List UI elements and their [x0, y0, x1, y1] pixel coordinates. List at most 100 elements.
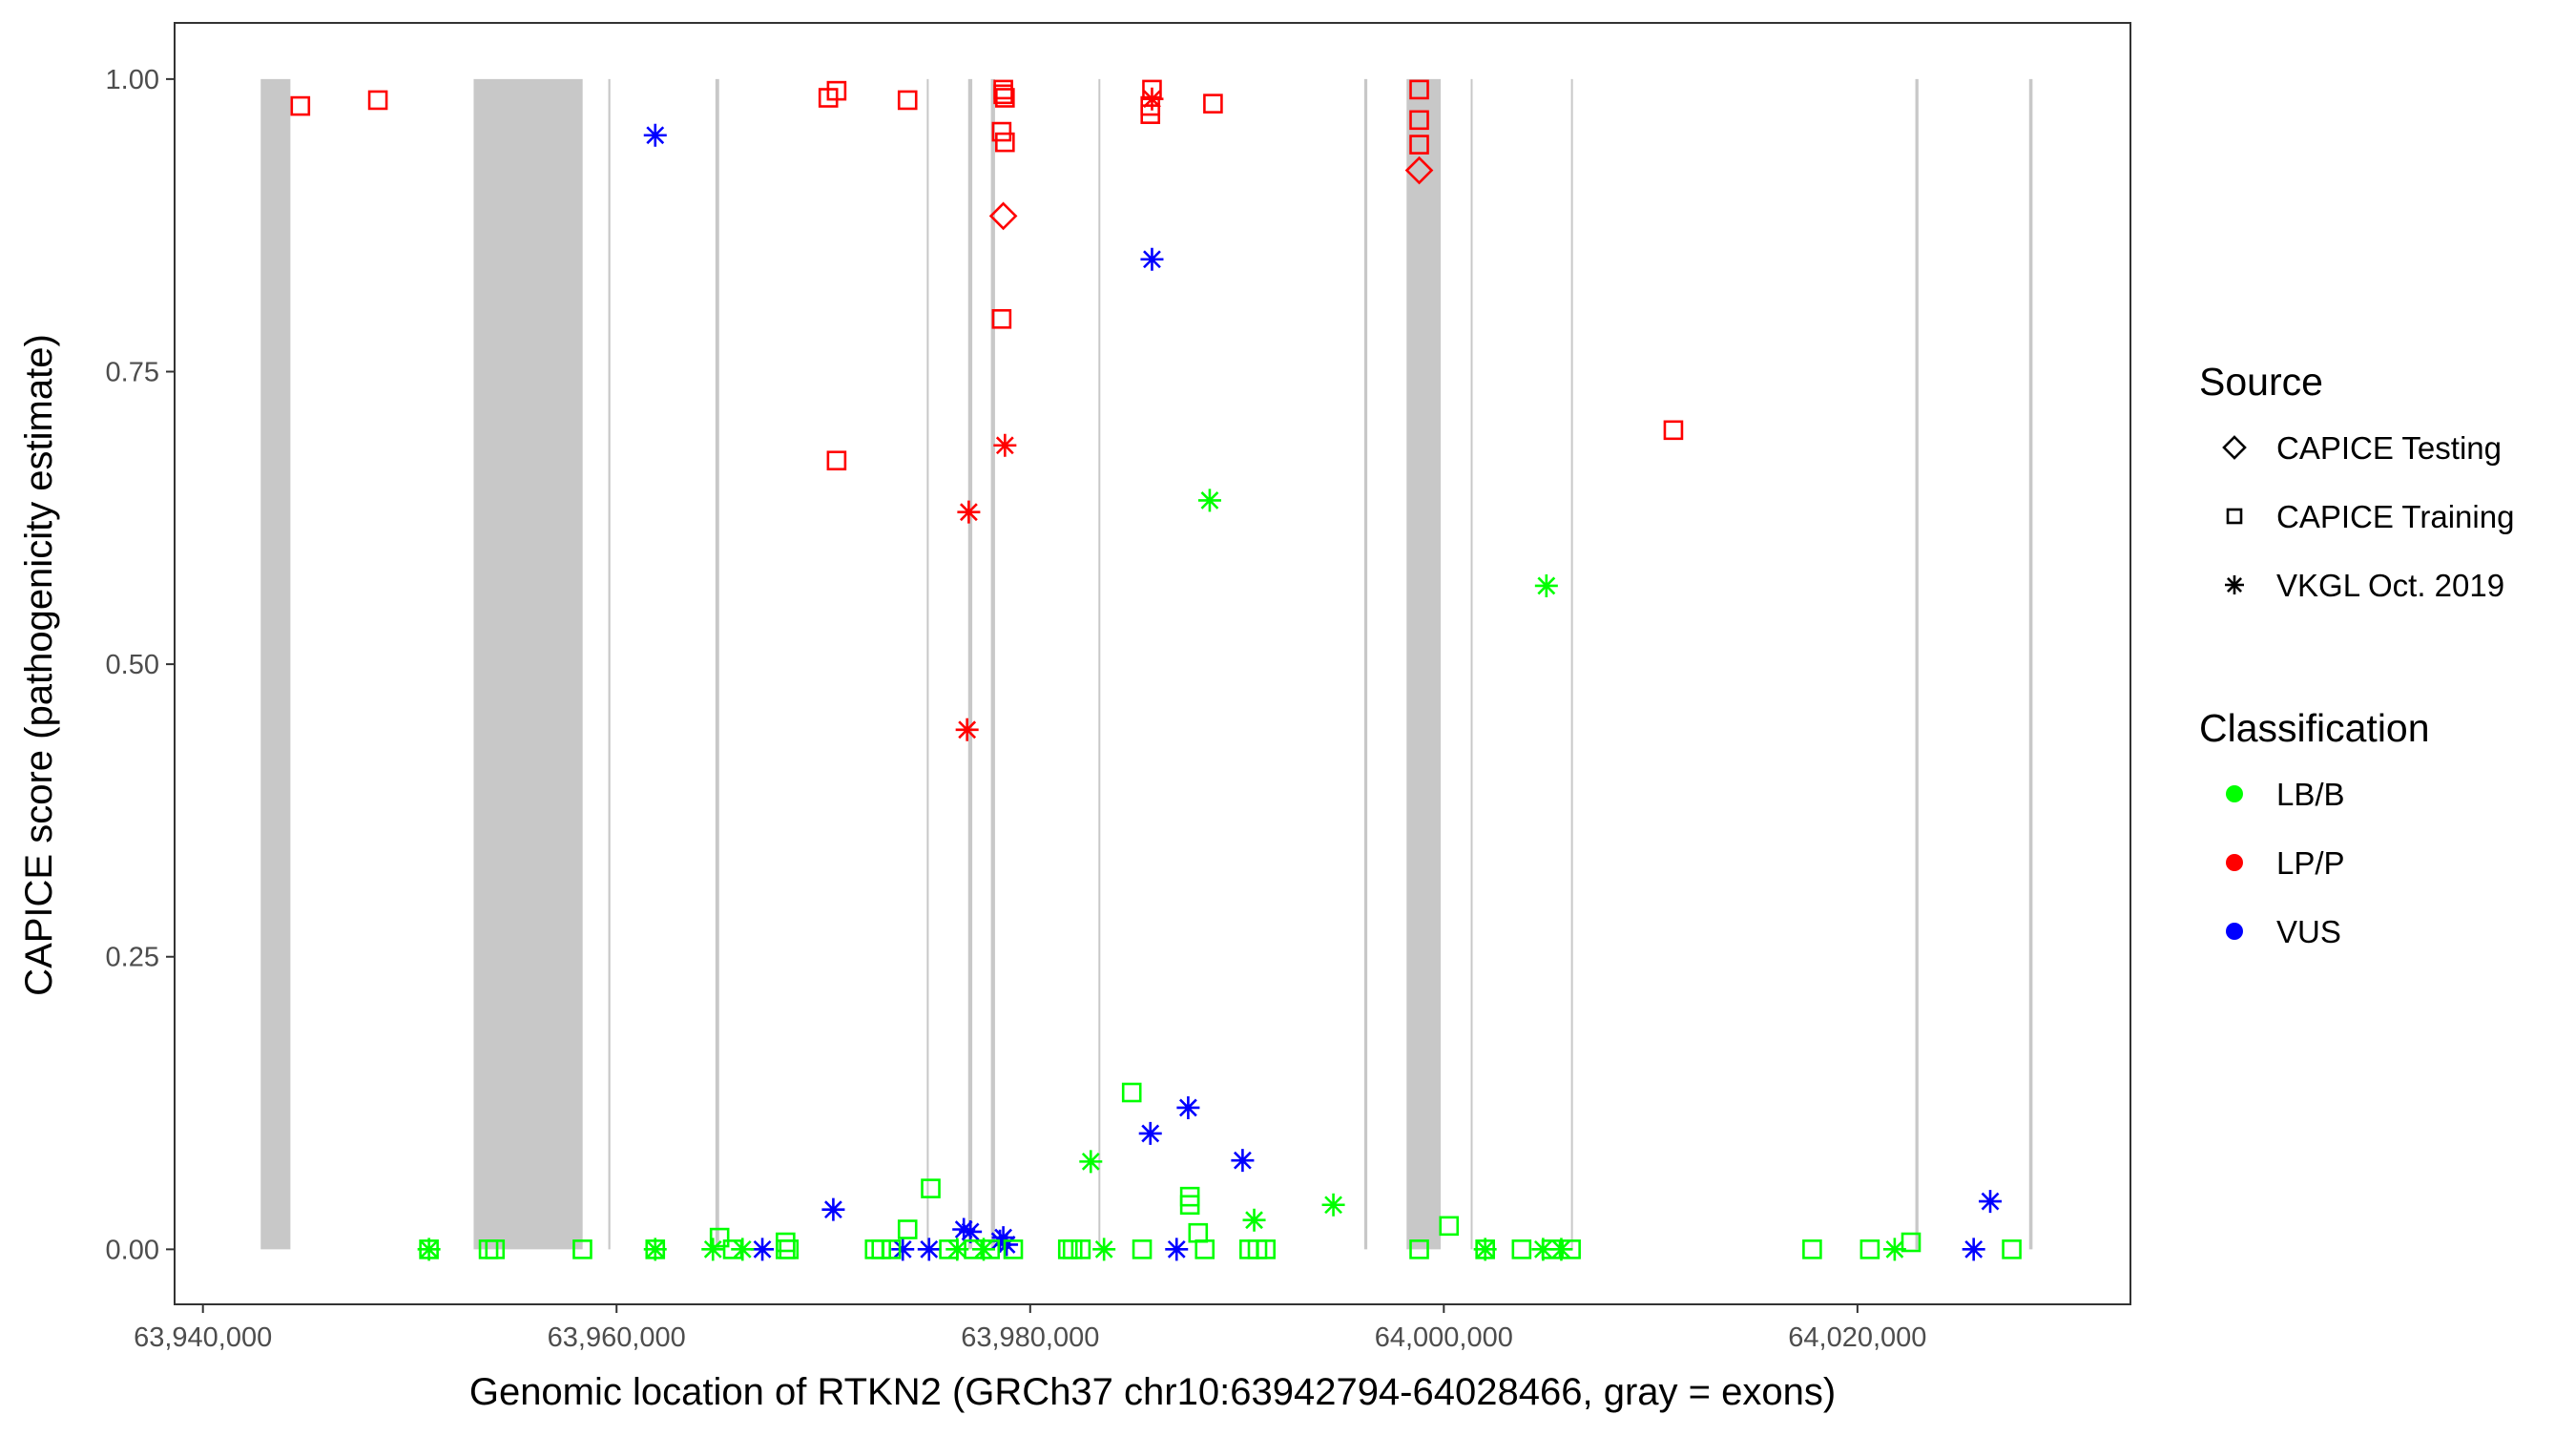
data-point-vkgl	[1176, 1095, 1200, 1119]
data-point-vkgl	[701, 1238, 725, 1261]
data-point-vkgl	[1882, 1238, 1906, 1261]
data-point-vkgl	[1231, 1149, 1255, 1173]
data-point-train	[991, 309, 1012, 329]
exon-bands	[260, 78, 2033, 1250]
y-tick-label: 0.25	[106, 943, 159, 973]
data-point-vkgl	[417, 1238, 441, 1261]
data-point-vkgl	[1242, 1208, 1266, 1232]
data-point-vkgl	[643, 123, 667, 147]
exon-band	[260, 78, 291, 1250]
data-point-train	[1409, 110, 1429, 131]
data-point-train	[1561, 1239, 1581, 1259]
data-point-train	[2002, 1239, 2022, 1259]
legend-source-title: Source	[2199, 360, 2323, 404]
data-point-train	[1188, 1222, 1209, 1243]
data-point-train	[1802, 1239, 1822, 1259]
data-point-vkgl	[1321, 1193, 1345, 1217]
data-point-vkgl	[751, 1238, 775, 1261]
data-point-train	[1070, 1239, 1091, 1259]
x-tick-label: 64,000,000	[1375, 1322, 1513, 1353]
data-point-train	[645, 1239, 666, 1259]
exon-band	[473, 78, 583, 1250]
legend-key-dot	[2226, 854, 2243, 871]
data-point-train	[1663, 420, 1684, 441]
data-point-vkgl	[1473, 1238, 1497, 1261]
data-point-train	[1179, 1195, 1200, 1216]
data-point-train	[1511, 1239, 1532, 1259]
data-point-train	[290, 95, 311, 116]
data-point-vkgl	[993, 433, 1017, 457]
data-point-vkgl	[955, 718, 979, 741]
data-point-train	[864, 1239, 885, 1259]
legend-label: VKGL Oct. 2019	[2276, 568, 2504, 603]
y-tick-label: 0.50	[106, 650, 159, 680]
legend-label: CAPICE Training	[2276, 499, 2514, 534]
axes: 0.00 0.25 0.50 0.75 1.00 63,940,000 63,960,000…	[106, 65, 1927, 1353]
data-point-train	[572, 1239, 592, 1259]
data-point-train	[897, 1219, 918, 1239]
data-point-train	[980, 1239, 1001, 1259]
data-point-vkgl	[1138, 1121, 1162, 1145]
data-point-vkgl	[1079, 1150, 1103, 1174]
legend-label: CAPICE Testing	[2276, 430, 2502, 466]
plot-panel-border	[174, 22, 2131, 1305]
data-point-train	[995, 132, 1015, 153]
data-point-test	[1404, 156, 1434, 185]
data-point-vkgl	[1979, 1190, 2003, 1214]
exon-band	[1406, 78, 1442, 1250]
legend: Source Classification CAPICE Testing CAPI…	[2199, 360, 2514, 949]
data-point-vkgl	[952, 1217, 976, 1241]
data-point-vkgl	[731, 1238, 755, 1261]
data-point-vkgl	[957, 500, 981, 524]
data-point-train	[1195, 1239, 1215, 1259]
data-point-train	[897, 90, 918, 111]
x-tick-label: 63,960,000	[548, 1322, 686, 1353]
data-point-train	[1859, 1239, 1880, 1259]
data-point-train	[419, 1239, 439, 1259]
legend-label: LB/B	[2276, 777, 2345, 812]
exon-band	[608, 78, 611, 1250]
data-point-train	[1057, 1239, 1078, 1259]
exon-band	[926, 78, 929, 1250]
exon-band	[1570, 78, 1573, 1250]
data-point-train	[1256, 1239, 1276, 1259]
data-point-train	[1121, 1082, 1142, 1103]
data-point-vkgl	[1140, 87, 1164, 111]
data-point-train	[1203, 94, 1223, 114]
data-point-vkgl	[1962, 1238, 1985, 1261]
legend-key-diamond	[2222, 435, 2247, 460]
legend-key-asterisk	[2225, 575, 2244, 594]
exon-band	[1470, 78, 1473, 1250]
legend-key-square	[2226, 508, 2243, 525]
data-point-train	[921, 1178, 941, 1198]
data-point-vkgl	[959, 1219, 983, 1243]
exon-band	[990, 78, 995, 1250]
data-points	[290, 79, 2022, 1261]
exon-band	[1098, 78, 1101, 1250]
data-point-vkgl	[1165, 1238, 1189, 1261]
exon-band	[1915, 78, 1919, 1250]
data-point-vkgl	[995, 1233, 1019, 1257]
data-point-train	[709, 1227, 730, 1248]
data-point-vkgl	[945, 1238, 969, 1261]
data-point-train	[1140, 104, 1161, 124]
data-point-train	[1409, 1239, 1429, 1259]
data-point-vkgl	[821, 1197, 845, 1221]
exon-band	[967, 78, 973, 1250]
x-tick-label: 63,940,000	[134, 1322, 272, 1353]
legend-key-dot	[2226, 785, 2243, 802]
data-point-train	[995, 88, 1015, 108]
data-point-vkgl	[1534, 573, 1558, 597]
data-point-train	[1409, 79, 1429, 100]
data-point-train	[1003, 1239, 1024, 1259]
data-point-vkgl	[643, 1238, 667, 1261]
exon-band	[2028, 78, 2033, 1250]
legend-label: LP/P	[2276, 845, 2345, 881]
data-point-vkgl	[972, 1238, 996, 1261]
data-point-train	[1439, 1216, 1460, 1237]
legend-key-dot	[2226, 923, 2243, 940]
y-tick-label: 0.75	[106, 357, 159, 387]
x-axis-title: Genomic location of RTKN2 (GRCh37 chr10:…	[469, 1371, 1836, 1413]
data-point-test	[988, 201, 1018, 231]
data-point-train	[367, 90, 388, 111]
